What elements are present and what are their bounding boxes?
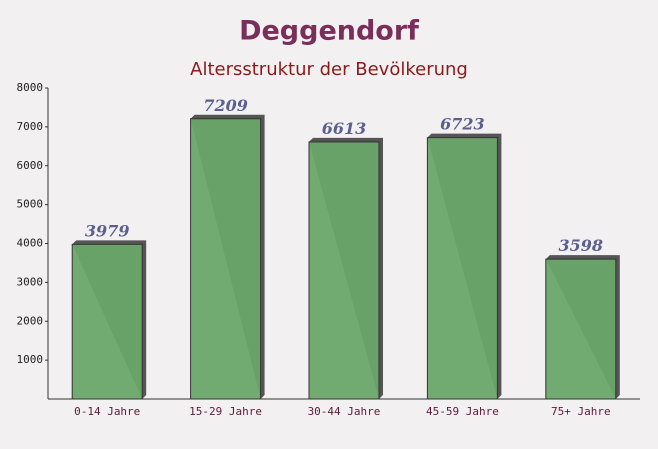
x-tick-label: 0-14 Jahre <box>74 405 140 418</box>
x-tick-label: 75+ Jahre <box>551 405 611 418</box>
x-tick-label: 30-44 Jahre <box>308 405 381 418</box>
x-tick-label: 15-29 Jahre <box>189 405 262 418</box>
y-tick-label: 4000 <box>17 237 44 250</box>
value-label: 6613 <box>322 119 367 138</box>
chart-subtitle: Altersstruktur der Bevölkerung <box>190 59 468 80</box>
y-tick-label: 2000 <box>17 314 44 327</box>
y-tick-label: 8000 <box>17 81 44 94</box>
bar <box>71 243 143 400</box>
y-tick-label: 1000 <box>17 353 44 366</box>
y-tick-label: 5000 <box>17 198 44 211</box>
value-label: 3598 <box>559 236 604 255</box>
bar <box>545 258 617 400</box>
value-label: 6723 <box>440 115 485 134</box>
bar <box>190 118 262 400</box>
chart-title: Deggendorf <box>239 16 419 47</box>
bar <box>308 141 380 400</box>
value-label: 3979 <box>85 221 130 240</box>
y-tick-label: 3000 <box>17 275 44 288</box>
x-tick-label: 45-59 Jahre <box>426 405 499 418</box>
y-tick-label: 7000 <box>17 120 44 133</box>
value-label: 7209 <box>203 96 248 115</box>
bar <box>426 137 498 400</box>
y-tick-label: 6000 <box>17 159 44 172</box>
